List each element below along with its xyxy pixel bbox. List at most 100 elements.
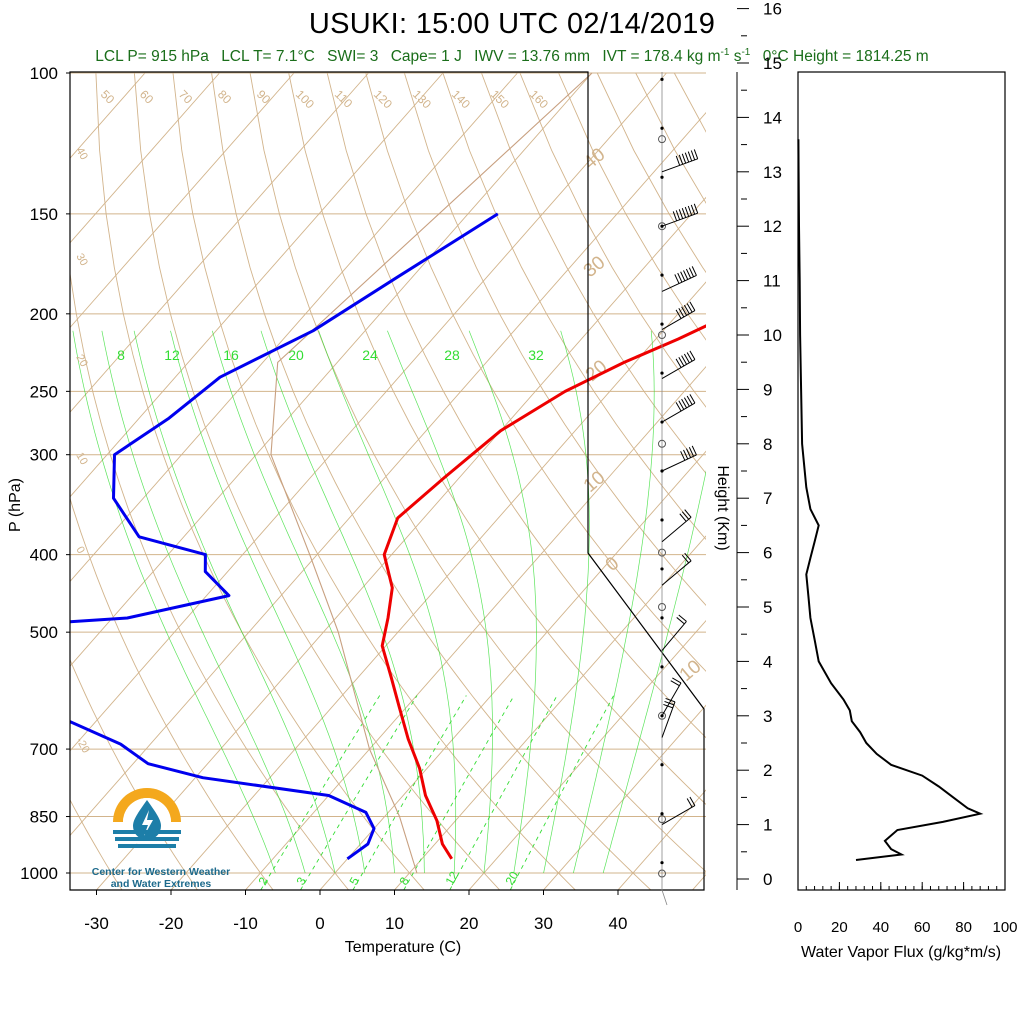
wind-barb-flag [693,203,699,214]
wind-barb-flag [670,680,680,687]
temperature-tick-label: -20 [159,914,184,933]
isotherm-right-label: 10 [676,656,706,686]
calm-wind-circle [658,711,666,720]
wind-barb-flag [680,271,686,282]
lcl-temperature: LCL T= 7.1°C [221,48,315,66]
y-axis-label: P (hPa) [7,478,24,532]
freezing-level-height: 0°C Height = 1814.25 m [762,48,929,66]
isotherm-line [70,72,220,244]
barb-level-dot [660,567,664,571]
isotherm-right-label: 0 [602,553,624,576]
moist-adiabat-line [573,330,655,874]
height-tick-label: 6 [763,544,772,563]
calm-wind-circle [658,135,666,144]
moist-adiabat-line [602,470,706,874]
height-tick-label: 1 [763,816,772,835]
wind-barb [661,552,692,586]
height-tick-label: 12 [763,217,782,236]
barb-level-dot [660,665,664,669]
wind-barb-flag [686,798,693,808]
dewpoint-profile-line [70,212,499,861]
moist-adiabat-line [101,330,306,874]
barb-staff-axis [661,72,668,906]
barb-level-dot [660,763,664,767]
wind-barb-flag [678,209,684,219]
moist-adiabat-line [318,330,457,874]
wind-barb-flag [675,402,682,412]
barb-level-dot [660,77,664,81]
height-tick-label: 7 [763,489,772,508]
wind-barb-flag [689,301,696,311]
isotherm-line [543,704,706,890]
moist-adiabat-line [260,330,425,874]
cw3e-logo [113,788,181,848]
barb-level-dot [660,861,664,865]
dry-adiabat-line [326,72,706,739]
ivt-value: IVT = 178.4 kg m-1 s-1 [602,47,751,66]
wind-barb [661,350,696,379]
wind-barb-staff [661,805,696,826]
isotherm-line [319,450,706,890]
wind-barb-flag [675,358,682,368]
sounding-stats: LCL P= 915 hPa LCL T= 7.1°C SWI= 3 Cape=… [0,47,1024,66]
wind-barb-flag [664,700,675,706]
pressure-tick-label: 500 [30,623,58,642]
dry-adiabat-label: 140 [449,87,473,111]
lcl-pressure: LCL P= 915 hPa [95,48,209,66]
pressure-tick-label: 250 [30,382,58,401]
isotherm-line [70,72,593,667]
dry-adiabat-label: 90 [254,87,274,107]
flux-tick-label: 60 [914,919,931,936]
dry-adiabat-line [249,72,706,873]
height-tick-label: 5 [763,598,772,617]
height-tick-label: 16 [763,0,782,19]
logo-sun-arc [113,788,181,822]
wind-barb-flag [683,304,690,315]
isotherm-line [70,72,295,329]
wind-barb-flag [683,397,690,407]
wind-barb-staff [661,621,687,651]
dry-adiabat-line [288,72,706,806]
dry-adiabat-line [365,72,706,672]
pressure-tick-label: 400 [30,546,58,565]
barb-level-dot [660,175,664,179]
wind-barb [661,509,692,543]
wind-barb-staff [661,454,697,472]
wind-barb-flag [687,205,693,216]
height-tick-label: 0 [763,870,772,889]
wind-barb-flag [684,509,692,518]
temperature-tick-label: 20 [460,914,479,933]
dry-adiabat-line [95,72,425,890]
wind-barb-flag [672,677,682,684]
isotherm-line [468,620,706,890]
flux-tick-label: 0 [794,919,802,936]
wind-barb-staff [661,402,696,423]
calm-wind-circle [658,815,666,824]
skew-t-profiles [70,72,706,874]
mixing-ratio-line [403,695,515,890]
barb-level-dot [660,616,664,620]
height-tick-label: 13 [763,163,782,182]
mixing-ratio-label: 3 [293,874,309,887]
height-tick-label: 10 [763,326,782,345]
pressure-tick-label: 200 [30,305,58,324]
wind-barb-flag [677,272,683,283]
wind-barb [661,266,697,292]
dry-adiabat-line [519,72,706,408]
dry-adiabat-label: 150 [488,87,512,111]
isotherm-line [70,72,444,498]
dry-adiabat-line [790,73,1024,890]
dry-adiabat-line [70,496,274,890]
calm-wind-circle [658,603,666,611]
wind-barb-flag [680,451,686,461]
isotherm-line [96,196,706,890]
wind-barb [661,614,687,651]
dry-adiabat-line [133,72,501,890]
pressure-tick-label: 700 [30,740,58,759]
isotherm-left-label: 40 [73,146,90,163]
dry-adiabat-line [829,73,1024,890]
height-axis-label: Height (Km) [714,465,731,550]
wind-barb-flag [678,308,685,318]
barb-level-dot [660,518,664,522]
